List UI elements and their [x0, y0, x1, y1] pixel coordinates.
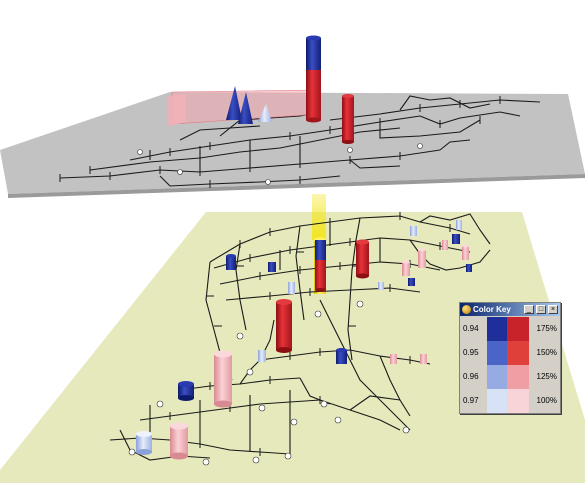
blue-swatch: [487, 317, 507, 341]
red-swatch: [507, 365, 529, 389]
lower-network-ticks: [139, 212, 451, 456]
lower-pink-cylinders: [170, 240, 469, 460]
lower-blue-cylinders: [178, 234, 472, 401]
red-swatch: [507, 317, 529, 341]
blue-swatch: [487, 341, 507, 365]
red-swatch: [507, 389, 529, 413]
color-key-window[interactable]: Color Key _ □ × 0.94 175% 0.95 150% 0.96…: [459, 302, 561, 414]
lower-network: [109, 213, 491, 461]
lower-red-cylinders: [276, 239, 369, 353]
upper-network-ticks: [59, 96, 501, 188]
color-key-row: 0.95 150%: [461, 341, 559, 365]
close-button[interactable]: ×: [548, 305, 558, 314]
maximize-button[interactable]: □: [536, 305, 546, 314]
loading-label: 150%: [536, 348, 557, 357]
voltage-label: 0.97: [463, 396, 479, 405]
upper-tall-column: [306, 35, 321, 123]
loading-label: 175%: [536, 324, 557, 333]
upper-plane-edge: [8, 174, 585, 198]
lower-node-circles: [128, 300, 410, 466]
voltage-label: 0.96: [463, 372, 479, 381]
color-key-body: 0.94 175% 0.95 150% 0.96 125% 0.97 100%: [461, 317, 559, 413]
color-key-titlebar[interactable]: Color Key _ □ ×: [460, 303, 560, 316]
voltage-label: 0.94: [463, 324, 479, 333]
loading-label: 125%: [536, 372, 557, 381]
lower-lightblue-cylinders: [136, 220, 462, 455]
loading-label: 100%: [536, 396, 557, 405]
blue-swatch: [487, 365, 507, 389]
app-icon: [462, 305, 471, 314]
lower-center-column: [315, 240, 326, 292]
color-key-title: Color Key: [473, 305, 511, 314]
blue-swatch: [487, 389, 507, 413]
color-key-row: 0.97 100%: [461, 389, 559, 413]
upper-blue-cones: [226, 86, 272, 124]
minimize-button[interactable]: _: [524, 305, 534, 314]
upper-red-column: [342, 94, 354, 144]
upper-plane: [0, 92, 585, 194]
red-swatch: [507, 341, 529, 365]
color-key-row: 0.94 175%: [461, 317, 559, 341]
upper-node-circles: [137, 143, 423, 185]
color-key-row: 0.96 125%: [461, 365, 559, 389]
lower-plane: [0, 212, 585, 483]
voltage-label: 0.95: [463, 348, 479, 357]
